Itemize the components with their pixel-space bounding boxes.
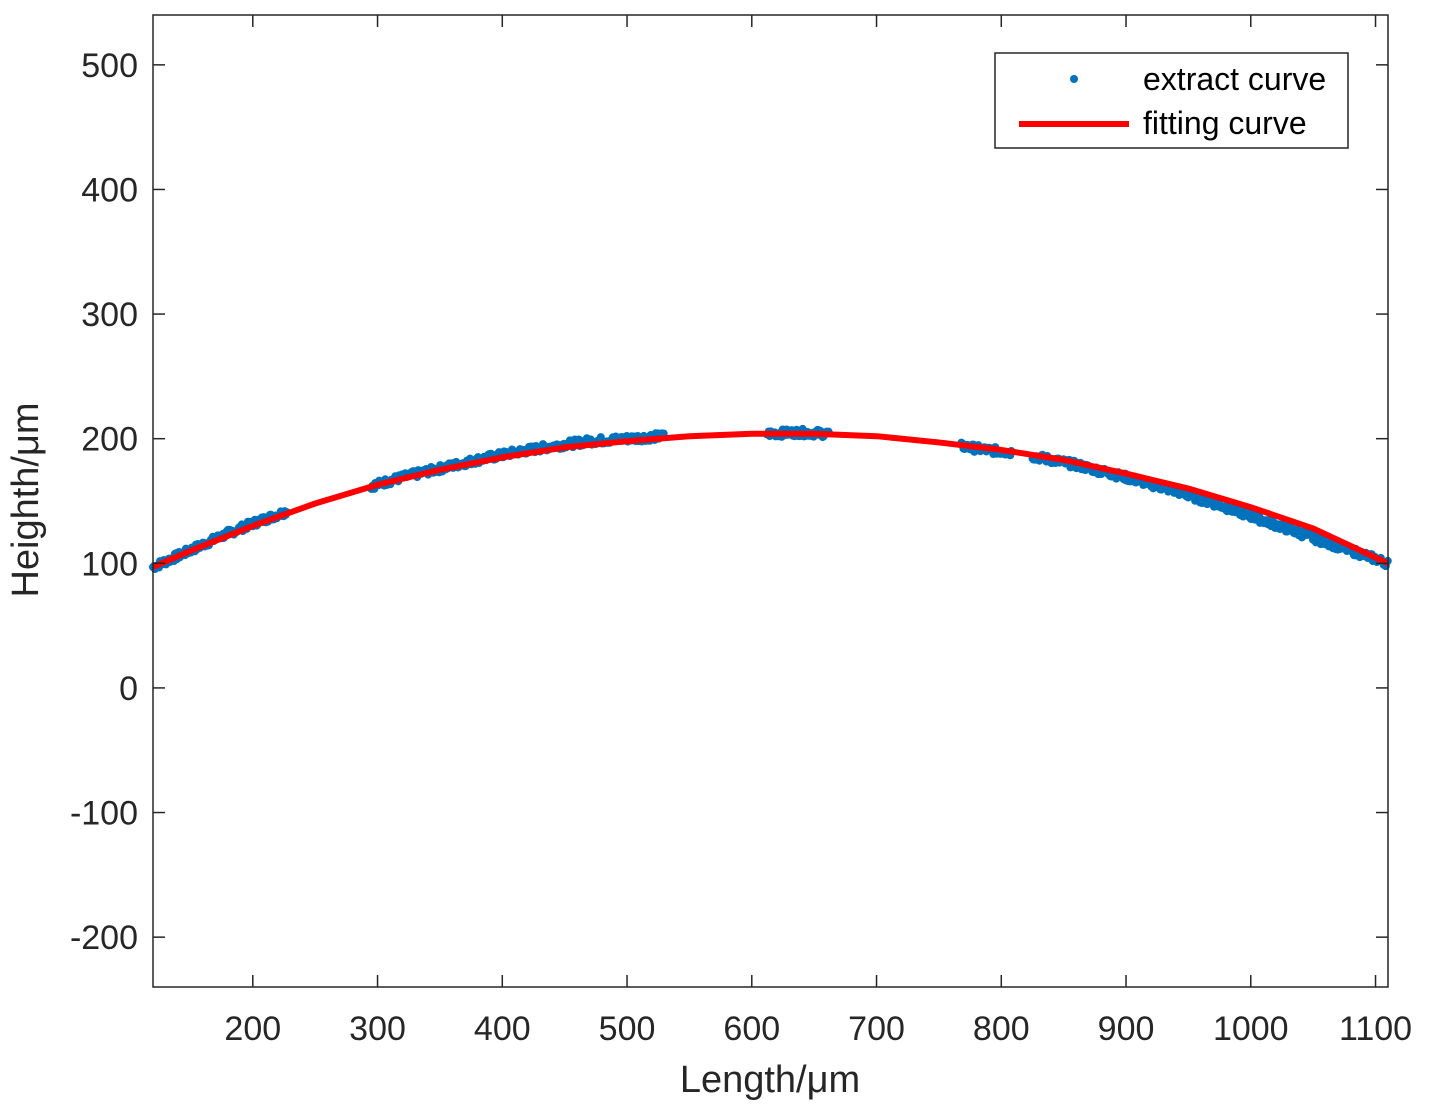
plot-marks: [149, 424, 1392, 574]
legend-box: [994, 52, 1349, 149]
legend-label-fitting-curve: fitting curve: [1143, 105, 1307, 141]
y-axis-title: Heighth/μm: [5, 402, 47, 597]
series-fitting-curve-line: [151, 430, 1390, 570]
y-tick-label: 500: [81, 47, 138, 85]
plot-frame: [152, 14, 1389, 988]
x-tick-label: 200: [224, 1010, 281, 1048]
y-tick-label: -200: [70, 919, 138, 957]
x-tick-label: 900: [1098, 1010, 1155, 1048]
legend-marker-extract-curve: [1070, 75, 1078, 83]
axis-tick-labels: 200 300 400 500 600 700 800 900 1000 1100-200-100…: [70, 47, 1412, 1048]
x-tick-label: 800: [973, 1010, 1030, 1048]
x-tick-label: 300: [349, 1010, 406, 1048]
y-tick-label: -100: [70, 795, 138, 833]
x-tick-label: 1100: [1339, 1010, 1412, 1048]
x-tick-label: 600: [723, 1010, 780, 1048]
y-tick-label: 300: [81, 296, 138, 334]
y-tick-label: 400: [81, 171, 138, 209]
y-tick-label: 200: [81, 421, 138, 459]
x-tick-label: 700: [848, 1010, 905, 1048]
axis-ticks: [153, 15, 1388, 987]
y-tick-label: 0: [119, 670, 138, 708]
x-tick-label: 500: [599, 1010, 656, 1048]
x-tick-label: 400: [474, 1010, 531, 1048]
x-tick-label: 1000: [1213, 1010, 1289, 1048]
legend-label-extract-curve: extract curve: [1143, 61, 1326, 97]
x-axis-title: Length/μm: [680, 1059, 860, 1101]
legend: extract curve fitting curve: [994, 52, 1349, 149]
y-tick-label: 100: [81, 545, 138, 583]
